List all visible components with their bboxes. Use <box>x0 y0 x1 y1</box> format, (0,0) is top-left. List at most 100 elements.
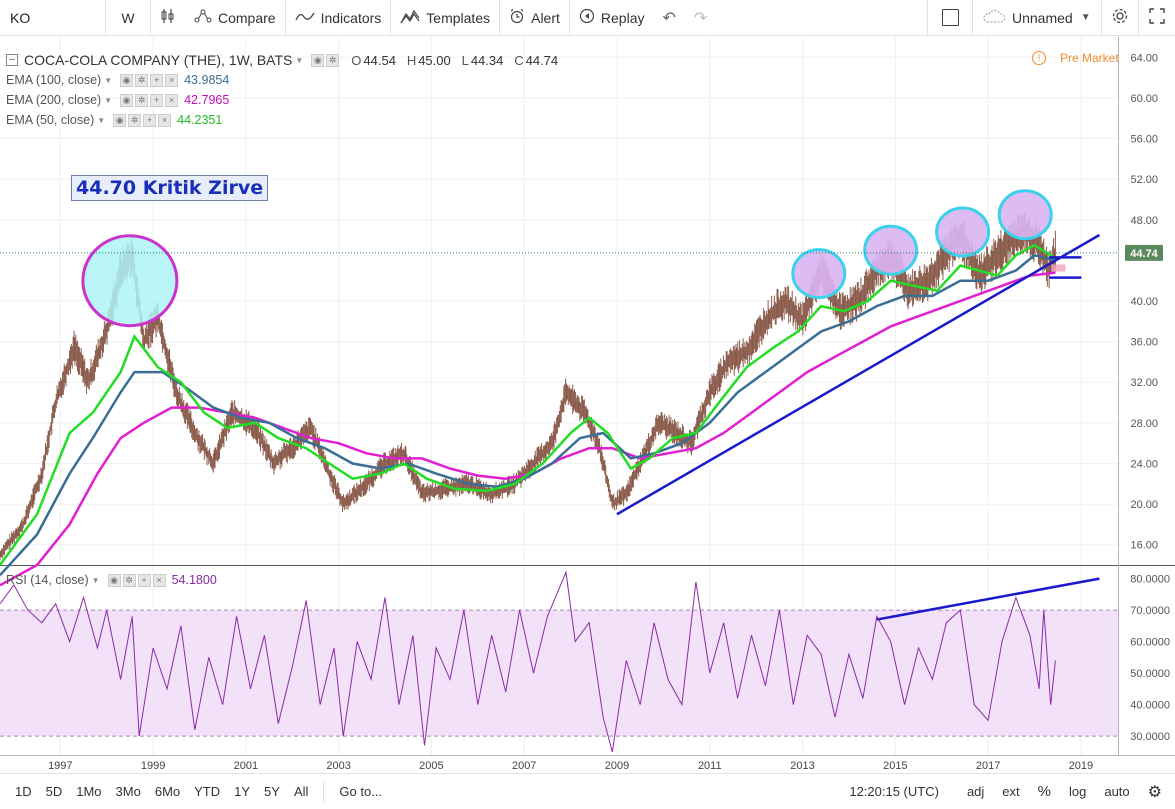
range-3mo[interactable]: 3Mo <box>115 784 141 799</box>
ema100-legend: EMA (100, close) ▼ ◉ ✲ + × 43.9854 <box>6 73 229 87</box>
gear-icon[interactable]: ✲ <box>122 573 136 587</box>
range-1y[interactable]: 1Y <box>234 784 251 799</box>
eye-icon[interactable]: ◉ <box>120 93 134 107</box>
range-5y[interactable]: 5Y <box>264 784 280 799</box>
gear-icon[interactable]: ⚙ <box>1147 783 1162 801</box>
gear-icon[interactable]: ✲ <box>128 113 142 127</box>
range-6mo[interactable]: 6Mo <box>154 784 181 799</box>
eye-icon[interactable]: ◉ <box>311 53 325 67</box>
time-tick-label: 2003 <box>326 760 350 772</box>
chevron-down-icon[interactable]: ▼ <box>91 575 100 585</box>
price-tick-label: 52.00 <box>1130 174 1158 186</box>
ohlc-values: O 44.54 H 45.00 L 44.34 C 44.74 <box>351 52 559 68</box>
eye-icon[interactable]: ◉ <box>113 113 127 127</box>
critical-peak-annotation[interactable]: 44.70 Kritik Zirve <box>71 175 269 201</box>
goto-button[interactable]: Go to... <box>339 784 383 799</box>
plus-icon[interactable]: + <box>150 93 164 107</box>
clock-display[interactable]: 12:20:15 (UTC) <box>849 784 939 799</box>
interval-button[interactable]: W <box>121 9 135 26</box>
price-tick-label: 40.00 <box>1130 296 1158 308</box>
fullscreen-button[interactable] <box>1139 0 1175 36</box>
ema200-label[interactable]: EMA (200, close) <box>6 93 102 107</box>
rsi-axis[interactable]: 80.0000 70.0000 60.0000 50.0000 40.0000 30.00… <box>1130 574 1170 744</box>
plus-icon[interactable]: + <box>137 573 151 587</box>
replay-button[interactable]: Replay <box>570 0 654 36</box>
time-axis[interactable]: 1997 1999 2001 2003 2005 2007 2009 2011 2013 2015… <box>48 760 1093 772</box>
ema100-label[interactable]: EMA (100, close) <box>6 73 102 87</box>
rsi-tick-label: 30.0000 <box>1130 731 1170 743</box>
pre-market-badge[interactable]: ! Pre Market <box>1032 51 1119 65</box>
ema50-label[interactable]: EMA (50, close) <box>6 113 95 127</box>
rsi-tick-label: 80.0000 <box>1130 574 1170 586</box>
percent-toggle[interactable]: % <box>1037 783 1051 800</box>
chevron-down-icon[interactable]: ▼ <box>295 55 304 65</box>
undo-button[interactable]: ↶ <box>654 0 685 36</box>
chart-canvas[interactable]: 64.00 60.00 56.00 52.00 48.00 40.00 36.00 32.00… <box>0 37 1175 773</box>
range-5d[interactable]: 5D <box>45 784 63 799</box>
close-icon[interactable]: × <box>152 573 166 587</box>
rsi-value: 54.1800 <box>171 573 217 587</box>
alert-label: Alert <box>531 9 560 26</box>
plus-icon[interactable]: + <box>143 113 157 127</box>
legend-buttons: ◉ ✲ + × <box>113 113 173 127</box>
gear-icon[interactable]: ✲ <box>135 93 149 107</box>
rsi-tick-label: 50.0000 <box>1130 668 1170 680</box>
collapse-icon[interactable]: – <box>6 54 18 66</box>
ema200-legend: EMA (200, close) ▼ ◉ ✲ + × 42.7965 <box>6 93 229 107</box>
gear-icon[interactable]: ✲ <box>326 53 340 67</box>
close-icon[interactable]: × <box>165 93 179 107</box>
close-icon[interactable]: × <box>165 73 179 87</box>
gear-icon[interactable]: ✲ <box>135 73 149 87</box>
eye-icon[interactable]: ◉ <box>120 73 134 87</box>
range-1mo[interactable]: 1Mo <box>76 784 102 799</box>
last-price-label: 44.74 <box>1125 244 1163 261</box>
log-toggle[interactable]: log <box>1068 784 1087 799</box>
eye-icon[interactable]: ◉ <box>107 573 121 587</box>
rsi-band <box>0 610 1118 737</box>
close-icon[interactable]: × <box>158 113 172 127</box>
ext-toggle[interactable]: ext <box>1002 784 1020 799</box>
time-tick-label: 2013 <box>790 760 814 772</box>
chevron-down-icon[interactable]: ▼ <box>104 75 113 85</box>
layout-name-button[interactable]: Unnamed ▼ <box>973 0 1101 36</box>
chevron-down-icon[interactable]: ▼ <box>104 95 113 105</box>
ema100-value: 43.9854 <box>184 73 230 87</box>
adj-toggle[interactable]: adj <box>966 784 985 799</box>
resistance-circle <box>997 189 1053 241</box>
chart-style-button[interactable] <box>151 0 185 36</box>
symbol-search[interactable]: KO <box>10 9 31 26</box>
plus-icon[interactable]: + <box>150 73 164 87</box>
divider <box>1101 0 1102 36</box>
divider <box>972 0 973 36</box>
price-axis[interactable]: 64.00 60.00 56.00 52.00 48.00 40.00 36.00 32.00… <box>1130 52 1158 551</box>
chevron-down-icon[interactable]: ▼ <box>97 115 106 125</box>
resistance-circle <box>791 248 847 300</box>
price-tick-label: 32.00 <box>1130 377 1158 389</box>
alert-button[interactable]: Alert <box>500 0 569 36</box>
fullscreen-select-button[interactable] <box>928 0 972 36</box>
auto-toggle[interactable]: auto <box>1104 784 1130 799</box>
symbol-title[interactable]: COCA-COLA COMPANY (THE), 1W, BATS <box>24 52 293 68</box>
divider <box>284 0 286 36</box>
redo-button[interactable]: ↷ <box>685 0 716 36</box>
resistance-circle <box>935 206 991 258</box>
price-tick-label: 36.00 <box>1130 337 1158 349</box>
price-tick-label: 60.00 <box>1130 93 1158 105</box>
rsi-label[interactable]: RSI (14, close) <box>6 573 89 587</box>
alarm-clock-icon <box>509 8 525 27</box>
settings-button[interactable] <box>1102 0 1138 36</box>
time-tick-label: 2009 <box>605 760 629 772</box>
ema200-value: 42.7965 <box>184 93 230 107</box>
time-tick-label: 1997 <box>48 760 72 772</box>
exclamation-icon: ! <box>1032 51 1046 65</box>
compare-icon <box>194 8 212 27</box>
price-tick-label: 20.00 <box>1130 499 1158 511</box>
compare-button[interactable]: Compare <box>185 0 285 36</box>
rsi-tick-label: 70.0000 <box>1130 605 1170 617</box>
range-ytd[interactable]: YTD <box>194 784 221 799</box>
range-1d[interactable]: 1D <box>15 784 32 799</box>
short-position-marker[interactable] <box>1049 256 1082 279</box>
templates-button[interactable]: Templates <box>391 0 499 36</box>
range-all[interactable]: All <box>293 784 309 799</box>
indicators-button[interactable]: Indicators <box>286 0 391 36</box>
